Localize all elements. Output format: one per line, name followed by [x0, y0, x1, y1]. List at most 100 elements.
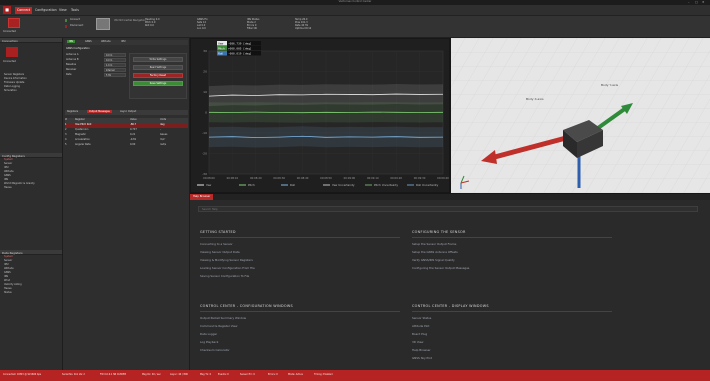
save-settings-button[interactable]: Save Settings	[133, 81, 183, 86]
tab-help-browser[interactable]: Help Browser	[190, 194, 214, 200]
title-bar: Vectornav Control Center – □ ✕	[0, 0, 710, 5]
stats-col-2: GNSS Fix Sats 12 Lat 0.0 Lon 0.0	[197, 18, 208, 30]
status-item: Serial No: 0x1 Ver 2	[62, 373, 85, 376]
tab-attitude[interactable]: Attitude	[101, 40, 111, 43]
tab-ins[interactable]: INS	[67, 40, 76, 43]
tree-item[interactable]: Velocity Aiding	[4, 283, 22, 286]
tree-item[interactable]: GNSS	[4, 174, 11, 177]
connect-device-icon[interactable]	[8, 18, 20, 28]
legend-value: -000.019 [deg]	[228, 51, 252, 55]
table-row[interactable]: 5 Angular Rate 0.00 rad/s	[65, 143, 167, 146]
left-nav-item[interactable]: Data Logging	[4, 85, 20, 88]
tree-item[interactable]: Sensor	[4, 259, 13, 262]
help-link[interactable]: Board Plug	[412, 332, 428, 336]
left-nav-item[interactable]: Simulation	[4, 89, 17, 92]
config-panel: INS GNSS Attitude IMU GNSS Configuration…	[63, 38, 190, 370]
menu-configuration[interactable]: Configuration	[35, 8, 57, 12]
left-nav-item[interactable]: Sensor Registers	[4, 73, 25, 76]
table-row[interactable]: 4 Acceleration -9.81 m/s²	[65, 138, 166, 141]
tab-output-messages[interactable]: Output Messages	[87, 110, 112, 113]
x-tick-label: 00:08:00	[203, 176, 215, 180]
status-item: Msg Tx: 0	[200, 373, 212, 376]
help-link[interactable]: Command & Register View	[200, 324, 238, 328]
tab-imu[interactable]: IMU	[121, 40, 126, 43]
connect-option[interactable]: Connect	[70, 18, 80, 21]
config-value-field[interactable]: Internal	[104, 68, 126, 72]
help-link[interactable]: Verify GNSS/INS Signal Quality	[412, 258, 455, 262]
maximize-button[interactable]: □	[695, 0, 698, 4]
app-menu-icon[interactable]: ■	[3, 6, 11, 14]
help-link[interactable]: Setup the Sensor Output Frame	[412, 242, 457, 246]
disconnect-option[interactable]: Disconnect	[70, 24, 84, 27]
footer-legend-label: Roll	[290, 183, 295, 187]
minimize-button[interactable]: –	[688, 0, 690, 4]
sensor-model-right	[577, 130, 603, 158]
help-link[interactable]: Configuring the Sensor Output Messages	[412, 266, 470, 270]
menu-view[interactable]: View	[59, 8, 67, 12]
sensor-icon	[96, 18, 110, 30]
tree-item[interactable]: System	[4, 158, 13, 161]
help-search-input[interactable]	[198, 206, 698, 212]
help-section-title: GETTING STARTED	[200, 230, 236, 234]
config-value-field[interactable]: 5 Hz	[104, 73, 126, 77]
mini-axis-y	[460, 175, 465, 184]
menu-connect[interactable]: Connect	[15, 7, 33, 14]
help-link[interactable]: Log Playback	[200, 340, 219, 344]
series-line-roll	[208, 135, 444, 138]
sensor-model-left	[563, 130, 577, 158]
tree-item[interactable]: Sensor	[4, 162, 13, 165]
tab-async-output[interactable]: Async Output	[120, 110, 137, 113]
status-item: Sensor Err: 0	[240, 373, 255, 376]
help-link[interactable]: Setup the GNSS Antenna Offsets	[412, 250, 458, 254]
help-link[interactable]: Saving Sensor Configuration To File	[200, 274, 250, 278]
tree-item[interactable]: GNSS	[4, 271, 11, 274]
help-link[interactable]: Connecting to a Sensor	[200, 242, 233, 246]
y-tick-label: -20	[202, 152, 207, 156]
menu-tools[interactable]: Tools	[71, 8, 79, 12]
tree-item[interactable]: Attitude	[4, 170, 14, 173]
tree-item[interactable]: Heave	[4, 186, 12, 189]
help-link[interactable]: Sensor Status	[412, 316, 432, 320]
tree-item[interactable]: Status	[4, 291, 12, 294]
legend-value-bg	[227, 46, 261, 51]
disconnect-icon	[65, 25, 67, 28]
help-link[interactable]: Help Browser	[412, 348, 431, 352]
close-button[interactable]: ✕	[702, 0, 705, 4]
config-value-field[interactable]: 1.0 m	[104, 63, 126, 67]
tree-item[interactable]: INS	[4, 178, 9, 181]
help-link[interactable]: Viewing Sensor Output Data	[200, 250, 240, 254]
help-link[interactable]: Attitude Plot	[412, 324, 430, 328]
table-row[interactable]: 3 Magnetic 0.21 Gauss	[65, 133, 168, 136]
tree-item[interactable]: IMU	[4, 166, 9, 169]
tree-item[interactable]: INS	[4, 275, 9, 278]
tab-gnss[interactable]: GNSS	[85, 40, 92, 43]
tree-item[interactable]: Wind	[4, 279, 11, 282]
help-link[interactable]: Output Packet Summary Window	[200, 316, 247, 320]
tree-item[interactable]: World Magnetic & Gravity	[4, 182, 35, 185]
write-settings-button[interactable]: Write Settings	[133, 57, 183, 62]
read-settings-button[interactable]: Read Settings	[133, 65, 183, 70]
legend-label: Pitch	[218, 46, 225, 50]
help-link[interactable]: 3D View	[412, 340, 424, 344]
table-row[interactable]: 2 Quaternion 0.707 -	[65, 128, 161, 131]
help-link[interactable]: Checksum Calculator	[200, 348, 230, 352]
table-row[interactable]: 1 Yaw Pitch Roll -86.7 deg	[65, 123, 188, 128]
connected-label: Connected	[3, 30, 16, 33]
help-link[interactable]: GNSS Sky Plot	[412, 356, 432, 360]
left-nav-item[interactable]: Device Information	[4, 77, 27, 80]
tree-item[interactable]: System	[4, 255, 13, 258]
tree-item[interactable]: Attitude	[4, 267, 14, 270]
left-nav-item[interactable]: Firmware Update	[4, 81, 25, 84]
tree-item[interactable]: IMU	[4, 263, 9, 266]
factory-reset-button[interactable]: Factory Reset	[133, 73, 183, 78]
help-link[interactable]: Data Logger	[200, 332, 218, 336]
help-link[interactable]: Viewing & Modifying Sensor Registers	[200, 258, 253, 262]
config-rows: Antenna A 0.0 m Antenna B 0.0 m Baseline…	[66, 53, 126, 78]
legend-swatch	[217, 46, 227, 51]
help-link[interactable]: Loading Sensor Configuration From File	[200, 266, 255, 270]
tree-item[interactable]: Heave	[4, 287, 12, 290]
tab-registers[interactable]: Registers	[67, 110, 79, 113]
config-value-field[interactable]: 0.0 m	[104, 53, 126, 57]
config-value-field[interactable]: 0.0 m	[104, 58, 126, 62]
